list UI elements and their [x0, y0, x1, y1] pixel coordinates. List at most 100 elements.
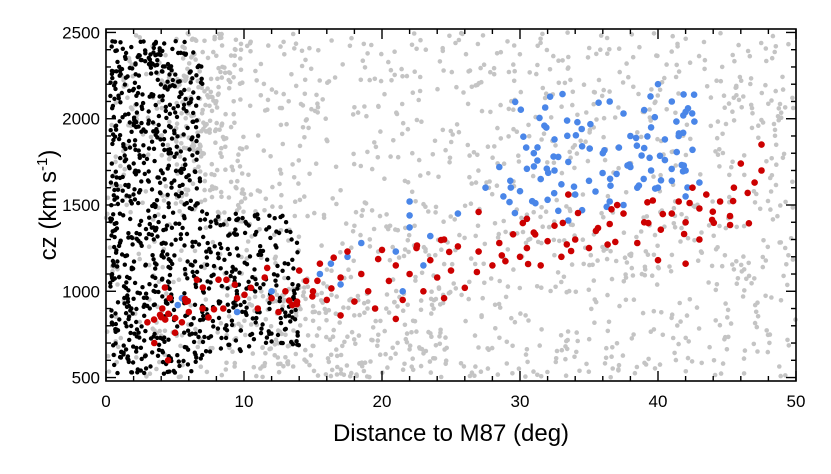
- background-galaxies-point: [306, 125, 311, 131]
- Virgo-cluster-members-point: [125, 299, 131, 304]
- background-galaxies-point: [273, 254, 279, 260]
- Virgo-cluster-members-point: [134, 319, 139, 325]
- background-galaxies-point: [244, 43, 250, 49]
- background-galaxies-point: [476, 345, 481, 350]
- background-galaxies-point: [573, 289, 579, 295]
- upper-filament-point: [646, 154, 653, 162]
- background-galaxies-point: [777, 240, 782, 245]
- background-galaxies-point: [790, 95, 795, 101]
- background-galaxies-point: [669, 312, 675, 318]
- background-galaxies-point: [688, 136, 693, 142]
- background-galaxies-point: [268, 324, 274, 329]
- upper-filament-point: [606, 198, 613, 205]
- lower-filament-point: [659, 210, 667, 218]
- Virgo-cluster-members-point: [224, 270, 229, 275]
- Virgo-cluster-members-point: [113, 127, 119, 132]
- background-galaxies-point: [278, 44, 283, 49]
- background-galaxies-point: [338, 188, 343, 193]
- Virgo-cluster-members-point: [121, 213, 126, 218]
- background-galaxies-point: [428, 296, 434, 302]
- background-galaxies-point: [605, 328, 611, 334]
- background-galaxies-point: [553, 356, 559, 361]
- Virgo-cluster-members-point: [188, 69, 193, 74]
- background-galaxies-point: [232, 120, 237, 126]
- background-galaxies-point: [400, 308, 406, 314]
- Virgo-cluster-members-point: [175, 103, 181, 109]
- background-galaxies-point: [523, 374, 528, 379]
- background-galaxies-point: [163, 52, 168, 58]
- background-galaxies-point: [377, 352, 383, 358]
- background-galaxies-point: [332, 75, 338, 80]
- background-galaxies-point: [350, 112, 356, 117]
- lower-filament-point: [716, 198, 724, 205]
- Virgo-cluster-members-point: [217, 241, 223, 247]
- background-galaxies-point: [384, 224, 389, 229]
- background-galaxies-point: [725, 315, 730, 320]
- background-galaxies-point: [581, 261, 586, 267]
- background-galaxies-point: [577, 368, 582, 374]
- x-axis-title: Distance to M87 (deg): [333, 420, 569, 447]
- background-galaxies-point: [310, 318, 316, 324]
- background-galaxies-point: [556, 58, 561, 63]
- background-galaxies-point: [617, 69, 622, 75]
- background-galaxies-point: [323, 310, 329, 316]
- background-galaxies-point: [538, 36, 543, 42]
- background-galaxies-point: [128, 209, 133, 215]
- background-galaxies-point: [207, 130, 212, 135]
- background-galaxies-point: [717, 223, 722, 229]
- Virgo-cluster-members-point: [152, 261, 158, 266]
- Virgo-cluster-members-point: [280, 213, 285, 218]
- upper-filament-point: [537, 175, 544, 183]
- Virgo-cluster-members-point: [126, 164, 132, 169]
- background-galaxies-point: [401, 253, 407, 259]
- background-galaxies-point: [314, 333, 320, 338]
- Virgo-cluster-members-point: [160, 276, 165, 281]
- background-galaxies-point: [749, 281, 754, 286]
- background-galaxies-point: [730, 52, 735, 58]
- upper-filament-point: [565, 217, 572, 224]
- lower-filament-point: [502, 257, 509, 265]
- background-galaxies-point: [356, 333, 362, 338]
- Virgo-cluster-members-point: [172, 154, 177, 159]
- background-galaxies-point: [393, 288, 399, 294]
- background-galaxies-point: [659, 310, 664, 315]
- background-galaxies-point: [118, 335, 124, 341]
- Virgo-cluster-members-point: [163, 227, 168, 232]
- background-galaxies-point: [260, 293, 266, 299]
- Virgo-cluster-members-point: [199, 264, 204, 269]
- upper-filament-point: [644, 133, 651, 140]
- background-galaxies-point: [402, 247, 408, 252]
- background-galaxies-point: [224, 360, 229, 366]
- Virgo-cluster-members-point: [137, 291, 143, 296]
- lower-filament-point: [612, 238, 619, 246]
- Virgo-cluster-members-point: [206, 286, 212, 291]
- background-galaxies-point: [228, 179, 234, 185]
- Virgo-cluster-members-point: [192, 259, 198, 264]
- background-galaxies-point: [279, 192, 284, 198]
- background-galaxies-point: [223, 367, 229, 372]
- Virgo-cluster-members-point: [118, 355, 124, 360]
- background-galaxies-point: [671, 205, 677, 211]
- Virgo-cluster-members-point: [185, 259, 190, 264]
- Virgo-cluster-members-point: [137, 222, 142, 228]
- Virgo-cluster-members-point: [150, 253, 155, 258]
- background-galaxies-point: [297, 197, 303, 203]
- background-galaxies-point: [386, 310, 392, 315]
- background-galaxies-point: [495, 125, 500, 131]
- background-galaxies-point: [713, 149, 718, 154]
- upper-filament-point: [696, 179, 703, 186]
- background-galaxies-point: [484, 180, 489, 185]
- background-galaxies-point: [541, 131, 547, 136]
- Virgo-cluster-members-point: [218, 346, 224, 351]
- background-galaxies-point: [651, 327, 657, 332]
- background-galaxies-point: [426, 209, 431, 214]
- background-galaxies-point: [467, 153, 472, 158]
- lower-filament-point: [399, 296, 407, 304]
- background-galaxies-point: [505, 284, 511, 289]
- background-galaxies-point: [231, 99, 236, 104]
- Virgo-cluster-members-point: [131, 344, 136, 349]
- Virgo-cluster-members-point: [224, 323, 229, 328]
- background-galaxies-point: [410, 356, 416, 362]
- Virgo-cluster-members-point: [167, 72, 172, 77]
- background-galaxies-point: [378, 129, 383, 134]
